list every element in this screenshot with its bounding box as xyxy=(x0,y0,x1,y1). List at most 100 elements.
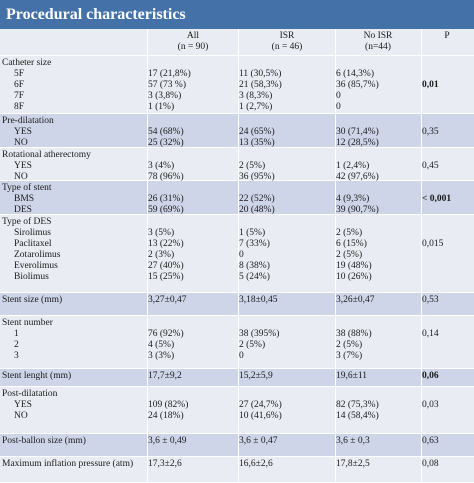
row-label: Pre-dilatation xyxy=(2,116,54,126)
all-value: 3 (3,8%) xyxy=(148,91,182,101)
noisr-value: 14 (58,4%) xyxy=(336,411,379,421)
noisr-value-cell: 4 (9,3%) 39 (90,7%) xyxy=(336,181,420,215)
spacer xyxy=(422,217,472,228)
isr-value: 22 (52%) xyxy=(239,194,275,204)
isr-value-cell: 3,6 ± 0,47 xyxy=(239,434,335,456)
row-label-cell: Stent size (mm) xyxy=(2,293,146,315)
row-sub-label: Sirolimus xyxy=(14,228,51,238)
p-value-cell: 0,14 xyxy=(422,316,472,368)
spacer xyxy=(239,217,335,228)
noisr-value: 36 (85,7%) xyxy=(336,80,379,90)
row-sub-label: YES xyxy=(14,400,32,410)
all-value: 2 (3%) xyxy=(148,250,175,260)
all-value: 4 (5%) xyxy=(148,340,175,350)
row-label-cell: Type of stent BMS DES xyxy=(2,181,146,215)
p-value-cell: 0,01 xyxy=(422,56,472,113)
spacer xyxy=(336,58,420,69)
all-value-cell: 17,7±9,2 xyxy=(148,369,238,386)
isr-value: 11 (30,5%) xyxy=(239,69,282,79)
spacer xyxy=(239,183,335,194)
header-p: P xyxy=(422,29,472,55)
spacer xyxy=(336,217,420,228)
row-label-cell: Stent number 1 2 3 xyxy=(2,316,146,368)
header-all-label: All xyxy=(186,31,200,41)
header-all-n: (n = 90) xyxy=(177,42,209,52)
column-divider xyxy=(238,29,239,483)
header-noisr: No ISR (n=44) xyxy=(336,29,420,55)
isr-value: 13 (35%) xyxy=(239,138,275,148)
all-value: 54 (68%) xyxy=(148,127,184,137)
isr-value: 38 (395%) xyxy=(239,329,280,339)
spacer xyxy=(239,116,335,127)
row-sub-label: 3 xyxy=(14,351,19,361)
noisr-value-cell: 19,6±11 xyxy=(336,369,420,386)
all-value: 76 (92%) xyxy=(148,329,184,339)
isr-value: 1 (2,7%) xyxy=(239,102,273,112)
all-value: 13 (22%) xyxy=(148,239,184,249)
all-value-cell: 109 (82%) 24 (18%) xyxy=(148,387,238,433)
table-row: Stent size (mm) 3,27±0,47 3,18±0,45 3,26±0,… xyxy=(0,293,474,316)
spacer xyxy=(422,116,472,127)
procedural-table: All (n = 90) ISR (n = 46) No ISR (n=44) … xyxy=(0,29,474,483)
column-divider xyxy=(421,29,422,483)
spacer xyxy=(148,217,238,228)
all-value: 26 (31%) xyxy=(148,194,184,204)
p-value: 0,35 xyxy=(422,127,439,137)
p-value: 0,45 xyxy=(422,161,439,171)
noisr-value-cell: 2 (5%) 6 (15%) 2 (5%) 19 (48%) 10 (26%) xyxy=(336,215,420,292)
all-value: 17 (21,8%) xyxy=(148,69,191,79)
spacer xyxy=(422,318,472,329)
noisr-value: 3,26±0,47 xyxy=(336,295,375,305)
row-sub-label: 7F xyxy=(14,91,25,101)
noisr-value: 0 xyxy=(336,102,341,112)
isr-value: 21 (58,3%) xyxy=(239,80,282,90)
row-label-cell: Pre-dilatation YES NO xyxy=(2,114,146,148)
noisr-value-cell: 38 (88%) 2 (5%) 3 (7%) xyxy=(336,316,420,368)
isr-value: 8 (38%) xyxy=(239,261,270,271)
spacer xyxy=(422,183,472,194)
table-row: Stent number 1 2 3 76 (92%) 4 (5%) 3 (3%) 38 (3… xyxy=(0,316,474,369)
all-value-cell: 17 (21,8%) 57 (73 %) 3 (3,8%) 1 (1%) xyxy=(148,56,238,113)
all-value: 3,27±0,47 xyxy=(148,295,187,305)
header-noisr-label: No ISR xyxy=(363,31,393,41)
all-value-cell: 26 (31%) 59 (69%) xyxy=(148,181,238,215)
noisr-value: 4 (9,3%) xyxy=(336,194,370,204)
noisr-value: 42 (97,6%) xyxy=(336,172,379,182)
p-value-cell: 0,63 xyxy=(422,434,472,456)
p-value-cell: 0,08 xyxy=(422,457,472,482)
noisr-value: 1 (2,4%) xyxy=(336,161,370,171)
row-label-cell: Post-dilatation YES NO xyxy=(2,387,146,433)
p-value: 0,01 xyxy=(422,80,439,90)
table-row: Pre-dilatation YES NO 54 (68%) 25 (32%) 24 (6… xyxy=(0,114,474,148)
noisr-value: 38 (88%) xyxy=(336,329,372,339)
spacer xyxy=(148,183,238,194)
spacer xyxy=(336,183,420,194)
noisr-value-cell: 30 (71,4%) 12 (28,5%) xyxy=(336,114,420,148)
spacer xyxy=(239,389,335,400)
noisr-value-cell: 3,26±0,47 xyxy=(336,293,420,315)
p-value-cell: 0,35 xyxy=(422,114,472,147)
isr-value-cell: 1 (5%) 7 (33%) 0 8 (38%) 5 (24%) xyxy=(239,215,335,292)
row-label: Stent number xyxy=(2,318,53,328)
row-label: Rotational atherectomy xyxy=(2,150,91,160)
all-value: 24 (18%) xyxy=(148,411,184,421)
all-value: 3 (5%) xyxy=(148,228,175,238)
spacer xyxy=(148,389,238,400)
all-value: 57 (73 %) xyxy=(148,80,186,90)
all-value: 109 (82%) xyxy=(148,400,189,410)
isr-value: 16,6±2,6 xyxy=(239,459,273,469)
isr-value: 15,2±5,9 xyxy=(239,371,273,381)
p-value-cell: 0,53 xyxy=(422,293,472,315)
spacer xyxy=(422,228,472,239)
all-value: 3 (3%) xyxy=(148,351,175,361)
p-value-cell: < 0,001 xyxy=(422,181,472,214)
row-sub-label: 5F xyxy=(14,69,25,79)
isr-value: 1 (5%) xyxy=(239,228,266,238)
isr-value: 20 (48%) xyxy=(239,205,275,215)
noisr-value-cell: 82 (75,3%) 14 (58,4%) xyxy=(336,387,420,433)
table-row: Type of DES Sirolimus Paclitaxel Zotarolimu… xyxy=(0,215,474,293)
all-value-cell: 76 (92%) 4 (5%) 3 (3%) xyxy=(148,316,238,368)
p-value-cell: 0,45 xyxy=(422,148,472,180)
p-value-cell: 0,03 xyxy=(422,387,472,433)
spacer xyxy=(422,69,472,80)
